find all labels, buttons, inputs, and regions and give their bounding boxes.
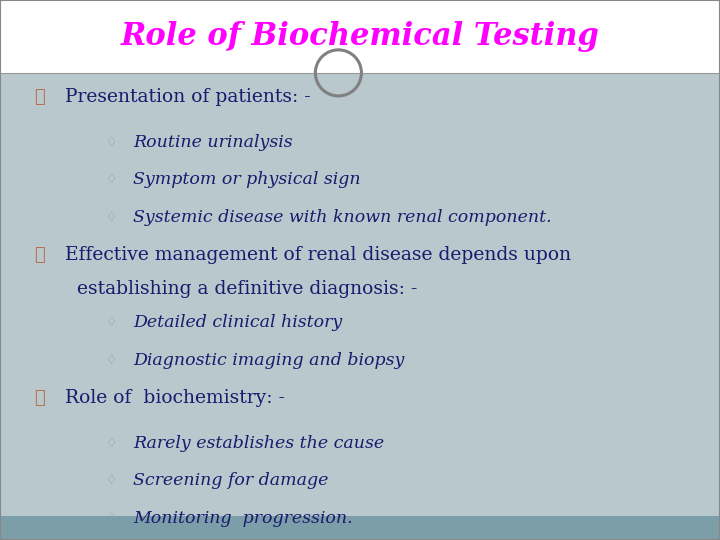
FancyBboxPatch shape (0, 73, 720, 516)
FancyBboxPatch shape (0, 516, 720, 540)
Text: ♢: ♢ (106, 211, 117, 224)
Text: Role of  biochemistry: -: Role of biochemistry: - (65, 389, 285, 407)
FancyBboxPatch shape (0, 0, 720, 73)
Text: Routine urinalysis: Routine urinalysis (133, 133, 293, 151)
Text: establishing a definitive diagnosis: -: establishing a definitive diagnosis: - (65, 280, 417, 298)
Text: Diagnostic imaging and biopsy: Diagnostic imaging and biopsy (133, 352, 405, 369)
Text: ❧: ❧ (35, 246, 45, 265)
Text: ♢: ♢ (106, 173, 117, 186)
Text: ❧: ❧ (35, 389, 45, 407)
Text: ❧: ❧ (35, 88, 45, 106)
Text: Screening for damage: Screening for damage (133, 472, 328, 489)
Text: ♢: ♢ (106, 474, 117, 488)
Text: ♢: ♢ (106, 316, 117, 329)
Text: Effective management of renal disease depends upon: Effective management of renal disease de… (65, 246, 571, 265)
Text: ♢: ♢ (106, 436, 117, 450)
Text: Symptom or physical sign: Symptom or physical sign (133, 171, 361, 188)
Text: Detailed clinical history: Detailed clinical history (133, 314, 343, 331)
Text: Rarely establishes the cause: Rarely establishes the cause (133, 435, 384, 451)
Text: ♢: ♢ (106, 512, 117, 525)
Text: Systemic disease with known renal component.: Systemic disease with known renal compon… (133, 209, 552, 226)
Text: ♢: ♢ (106, 136, 117, 148)
Text: Monitoring  progression.: Monitoring progression. (133, 510, 353, 527)
Text: Presentation of patients: -: Presentation of patients: - (65, 88, 310, 106)
Text: ♢: ♢ (106, 354, 117, 367)
Text: Role of Biochemical Testing: Role of Biochemical Testing (120, 21, 600, 52)
